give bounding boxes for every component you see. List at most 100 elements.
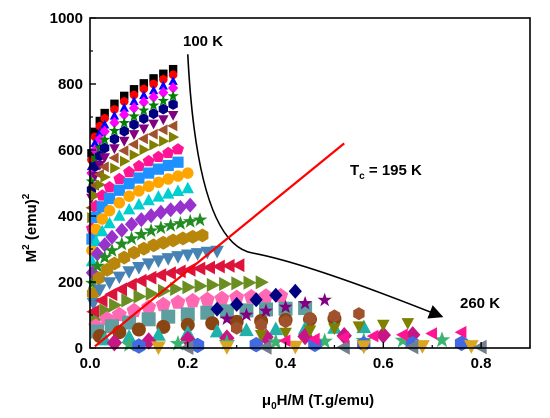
annotation-start-temp: 100 K xyxy=(183,33,223,50)
x-axis-label-sub: 0 xyxy=(271,401,277,412)
curie-temperature-line xyxy=(94,142,345,348)
data-point xyxy=(137,133,148,145)
data-point xyxy=(168,70,178,80)
data-point xyxy=(163,266,176,280)
data-point xyxy=(161,253,175,266)
data-point xyxy=(176,231,189,246)
data-point xyxy=(85,175,98,187)
data-point xyxy=(129,149,141,161)
data-point xyxy=(108,256,121,271)
data-point xyxy=(128,110,140,122)
data-point xyxy=(103,216,116,229)
data-point xyxy=(157,124,168,136)
y-axis-label: M2 (emu)2 xyxy=(21,193,40,262)
data-point xyxy=(139,144,150,156)
data-point xyxy=(141,312,156,327)
data-point xyxy=(141,258,156,271)
data-point xyxy=(133,273,147,288)
data-point xyxy=(221,258,235,273)
data-point xyxy=(249,292,263,308)
data-point xyxy=(90,190,101,202)
data-point xyxy=(105,229,119,245)
data-point xyxy=(158,80,168,90)
data-point xyxy=(99,303,113,318)
y-tick-label: 800 xyxy=(58,76,83,93)
data-point xyxy=(152,176,165,189)
data-point xyxy=(214,290,230,305)
data-point xyxy=(99,125,110,138)
data-point xyxy=(90,138,100,147)
data-point xyxy=(147,238,160,253)
data-point xyxy=(114,236,130,251)
data-point xyxy=(157,94,169,106)
annotation-curie-rest: = 195 K xyxy=(365,162,422,179)
data-point xyxy=(167,111,179,121)
data-point xyxy=(90,127,100,137)
data-point xyxy=(143,223,159,238)
data-point xyxy=(89,152,101,164)
data-point xyxy=(231,321,243,335)
data-point xyxy=(194,278,208,293)
annotation-curie-temp: Tc = 195 K xyxy=(350,162,422,182)
data-point xyxy=(98,161,109,173)
data-series xyxy=(87,131,180,224)
data-point xyxy=(153,220,169,235)
data-point xyxy=(129,85,139,94)
data-point xyxy=(139,113,149,124)
data-point xyxy=(212,259,225,274)
annotation-end-temp: 260 K xyxy=(460,295,500,312)
data-point xyxy=(473,339,487,355)
data-point xyxy=(162,187,175,199)
data-point xyxy=(121,293,135,308)
data-point xyxy=(96,213,108,225)
data-point xyxy=(328,323,341,336)
data-series xyxy=(86,258,245,319)
data-point xyxy=(147,128,158,140)
data-point xyxy=(303,325,317,338)
data-point xyxy=(209,323,225,338)
data-point xyxy=(120,91,129,101)
data-point xyxy=(192,212,208,227)
data-series xyxy=(231,307,365,335)
data-point xyxy=(94,141,106,153)
data-point xyxy=(352,321,366,334)
y-axis-label-rest: (emu) xyxy=(23,199,40,244)
data-point xyxy=(180,307,195,322)
data-point xyxy=(219,304,234,319)
data-point xyxy=(337,331,349,344)
data-point xyxy=(192,261,206,276)
data-point xyxy=(219,311,234,325)
x-axis-label: μ0H/M (T.g/emu) xyxy=(262,392,374,412)
data-series xyxy=(86,167,194,257)
data-point xyxy=(148,91,159,103)
data-point xyxy=(231,258,245,273)
data-point xyxy=(151,327,166,341)
data-point xyxy=(114,282,127,297)
data-point xyxy=(185,292,201,308)
data-point xyxy=(110,105,119,114)
data-point xyxy=(118,117,130,128)
data-point xyxy=(143,167,155,179)
x-axis-label-main: μ xyxy=(262,392,271,409)
data-point xyxy=(169,335,187,351)
data-point xyxy=(102,277,117,290)
data-point xyxy=(96,201,108,213)
data-series xyxy=(86,143,184,234)
data-point xyxy=(210,301,224,317)
data-series xyxy=(219,292,332,325)
data-point xyxy=(182,167,194,179)
data-point xyxy=(158,75,168,84)
data-point xyxy=(162,146,175,158)
data-point xyxy=(129,119,139,130)
data-point xyxy=(132,159,145,172)
data-point xyxy=(132,198,146,210)
data-point xyxy=(89,234,102,247)
data-series xyxy=(85,197,197,281)
y-tick-label: 400 xyxy=(58,208,83,225)
data-point xyxy=(138,96,149,108)
data-point xyxy=(118,145,129,157)
data-point xyxy=(129,90,139,100)
data-point xyxy=(139,79,148,88)
data-point xyxy=(122,266,136,279)
